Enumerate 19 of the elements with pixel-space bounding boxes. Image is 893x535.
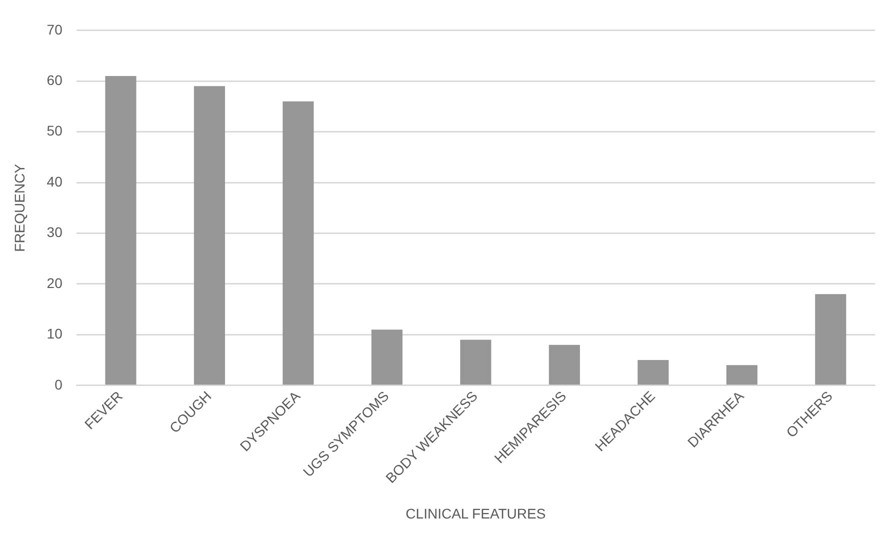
bar (105, 76, 136, 385)
bar (371, 330, 402, 385)
bar (548, 344, 580, 385)
bar (194, 86, 226, 385)
y-tick-label: 10 (46, 326, 63, 342)
bar (638, 360, 669, 385)
y-tick-label: 30 (46, 224, 63, 240)
x-axis-title: CLINICAL FEATURES (406, 505, 546, 522)
y-tick-label: 40 (46, 173, 63, 190)
y-axis-title: FREQUENCY (11, 163, 28, 252)
bar (815, 294, 846, 385)
bar (460, 340, 492, 385)
y-tick-label: 50 (46, 122, 63, 139)
y-tick-label: 60 (46, 72, 63, 88)
y-tick-label: 20 (46, 274, 63, 291)
y-tick-label: 70 (46, 21, 63, 38)
bar (726, 365, 758, 385)
y-tick-label: 0 (54, 376, 63, 392)
bar (282, 101, 314, 385)
